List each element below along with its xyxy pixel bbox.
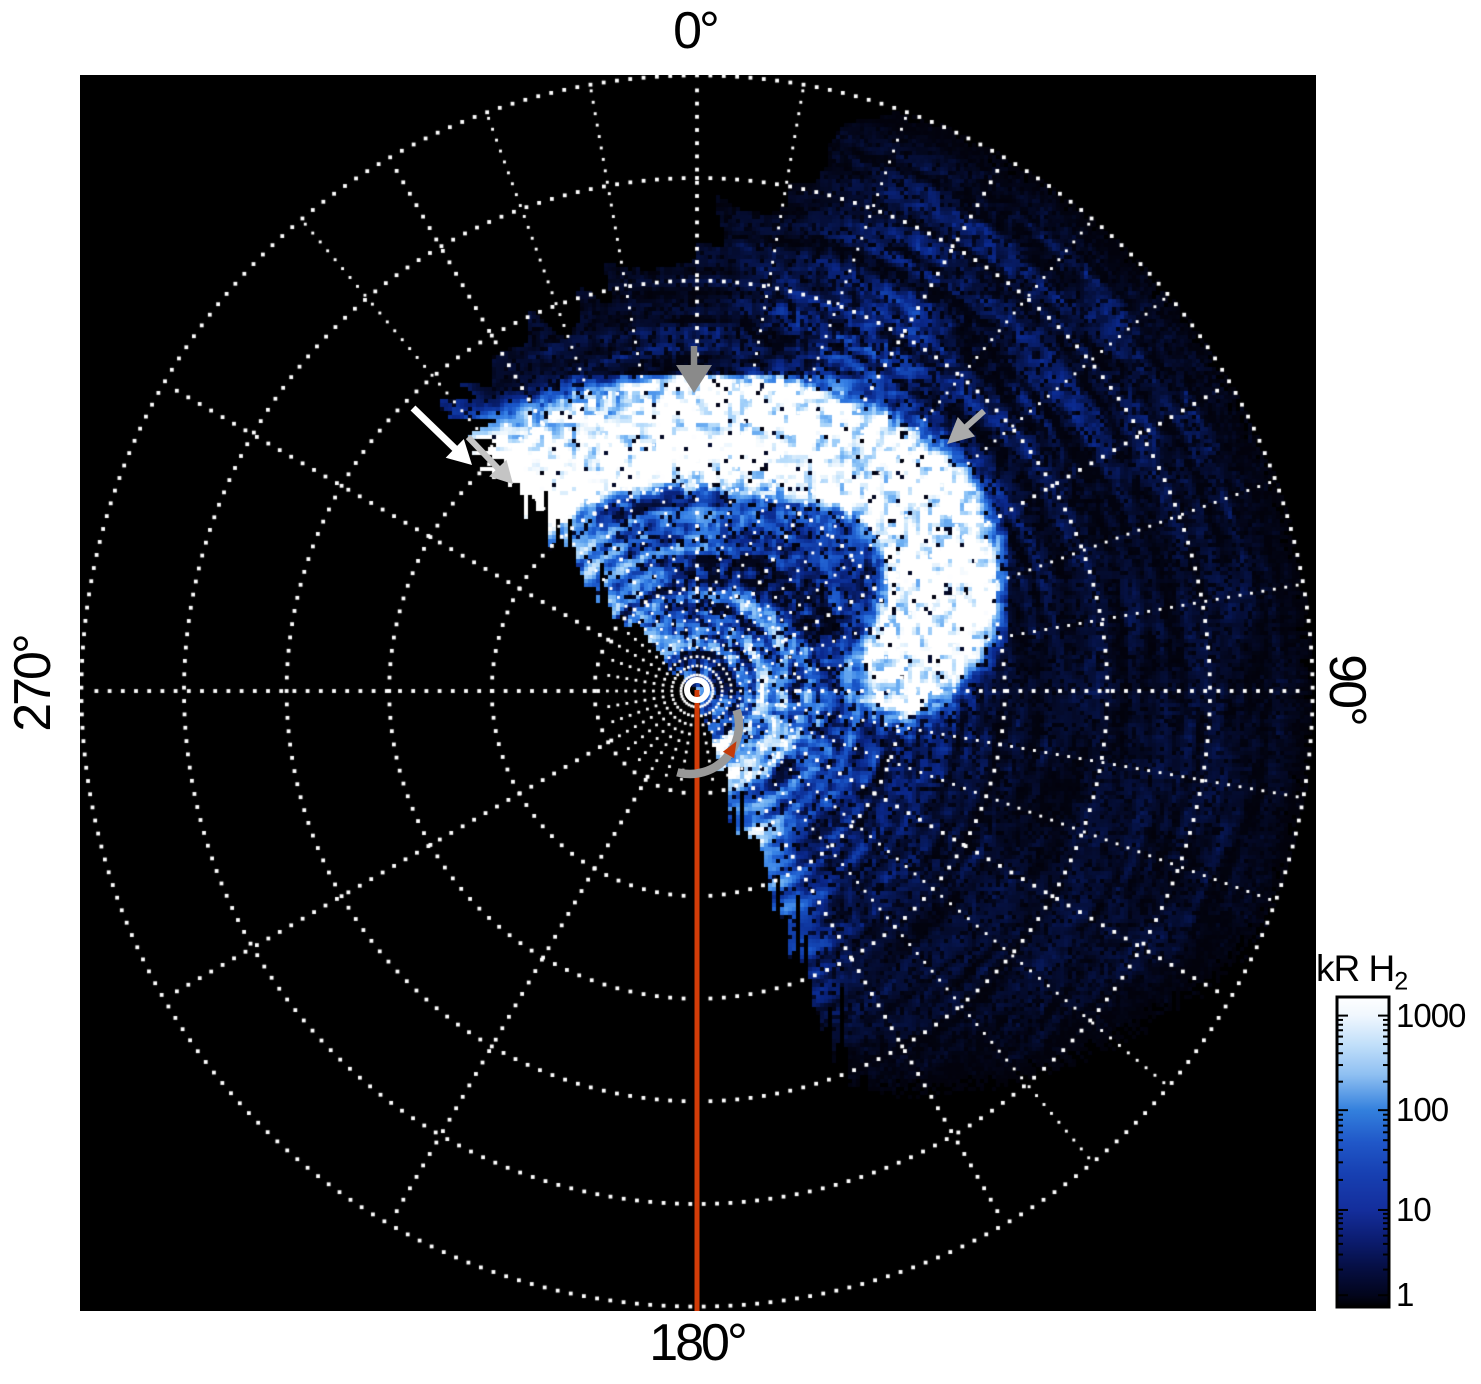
colorbar-title: kR H2 <box>1316 948 1408 996</box>
aurora-image <box>80 75 1316 1311</box>
colorbar-tick-10: 10 <box>1396 1191 1432 1228</box>
colorbar-gradient <box>1337 997 1389 1307</box>
colorbar-tick-1000: 1000 <box>1396 997 1466 1034</box>
plot-area <box>80 75 1316 1311</box>
angle-label-180: 180° <box>649 1314 748 1372</box>
colorbar-border <box>1335 995 1391 1309</box>
angle-label-0: 0° <box>673 2 720 60</box>
colorbar-title-sub: 2 <box>1394 967 1408 996</box>
colorbar <box>1335 995 1391 1309</box>
angle-label-90: 90° <box>1318 654 1376 724</box>
angle-label-270: 270° <box>4 636 62 732</box>
colorbar-title-main: kR H <box>1316 948 1395 989</box>
colorbar-tick-100: 100 <box>1396 1091 1449 1128</box>
colorbar-tick-1: 1 <box>1396 1276 1414 1313</box>
